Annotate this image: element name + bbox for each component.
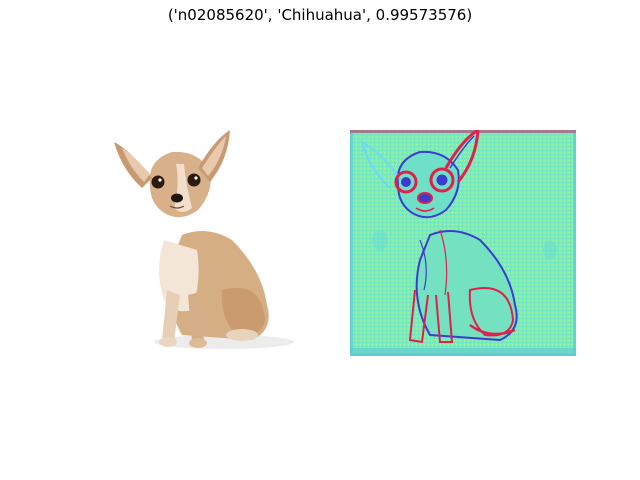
chihuahua-saliency-map xyxy=(350,130,576,356)
figure-title: ('n02085620', 'Chihuahua', 0.99573576) xyxy=(167,6,473,24)
original-image-panel xyxy=(102,130,328,356)
saliency-map-panel xyxy=(350,130,576,356)
chihuahua-photo xyxy=(102,130,328,356)
